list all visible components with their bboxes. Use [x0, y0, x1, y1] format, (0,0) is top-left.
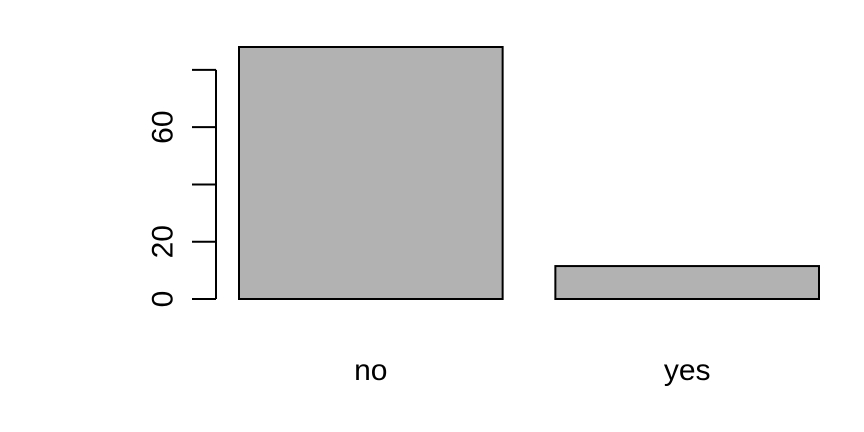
bar-yes: [554, 265, 820, 300]
y-axis: 0 20 60: [147, 68, 217, 308]
category-label-yes: yes: [664, 354, 711, 387]
bar-no: [238, 46, 504, 300]
category-label-no: no: [354, 354, 387, 387]
category-labels: no yes: [354, 354, 710, 387]
y-tick-label: 20: [147, 225, 180, 258]
y-tick-label: 60: [147, 110, 180, 143]
y-tick-label: 0: [147, 291, 180, 308]
bars: [238, 46, 820, 300]
